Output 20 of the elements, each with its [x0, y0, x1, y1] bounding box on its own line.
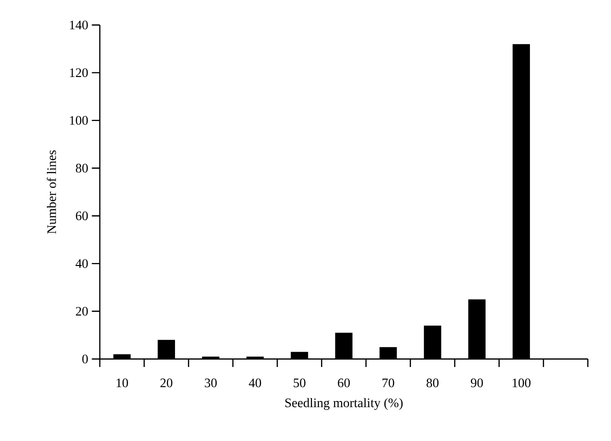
y-tick-label: 140: [70, 20, 88, 30]
y-tick-label: 120: [70, 68, 88, 78]
x-tick-label: 50: [294, 378, 306, 388]
x-tick-label: 60: [338, 378, 350, 388]
y-tick-label: 0: [82, 354, 88, 364]
x-tick-label: 30: [204, 378, 217, 388]
y-tick-label: 80: [76, 164, 88, 173]
y-axis-title: Number of lines: [46, 150, 56, 234]
y-tick-label: 20: [76, 306, 88, 316]
x-tick-label: 90: [470, 378, 483, 388]
x-tick-label: 40: [248, 378, 262, 388]
y-tick-label: 40: [76, 259, 88, 268]
x-tick-label: 10: [116, 378, 128, 388]
x-axis-title: Seedling mortality (%): [285, 398, 403, 410]
x-tick-label: 80: [426, 378, 439, 388]
x-tick-label: 70: [382, 378, 394, 388]
y-tick-label: 60: [76, 211, 88, 220]
x-tick-label: 100: [512, 378, 530, 388]
y-tick-label: 100: [70, 116, 88, 125]
x-tick-label: 20: [160, 378, 172, 388]
